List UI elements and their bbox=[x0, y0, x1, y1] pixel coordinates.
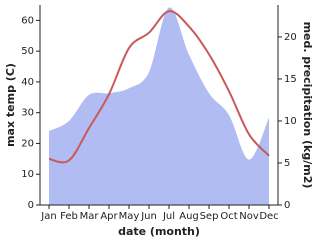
x-tick-label: Jul bbox=[162, 211, 175, 222]
y-tick-label: 10 bbox=[21, 169, 34, 180]
x-tick-label: Apr bbox=[100, 211, 118, 222]
y2-tick-label: 20 bbox=[284, 32, 297, 43]
y2-tick-label: 5 bbox=[284, 158, 290, 169]
y2-tick-label: 0 bbox=[284, 200, 290, 211]
y2-tick-label: 10 bbox=[284, 116, 297, 127]
y-tick-label: 0 bbox=[28, 200, 34, 211]
x-tick-label: Dec bbox=[259, 211, 278, 222]
temp-line bbox=[48, 10, 270, 164]
x-tick-label: Sep bbox=[200, 211, 219, 222]
x-tick-label: Jan bbox=[40, 211, 56, 222]
y2-axis-title: med. precipitation (kg/m2) bbox=[301, 22, 314, 189]
y2-tick-label: 15 bbox=[284, 74, 297, 85]
y-tick-label: 50 bbox=[21, 46, 34, 57]
y-axis-title: max temp (C) bbox=[4, 63, 17, 147]
x-tick-label: Aug bbox=[179, 211, 199, 222]
x-axis-title: date (month) bbox=[118, 225, 200, 238]
x-tick-label: Jun bbox=[140, 211, 157, 222]
x-tick-label: Oct bbox=[220, 211, 237, 222]
y-tick-label: 40 bbox=[21, 77, 34, 88]
y-tick-label: 30 bbox=[21, 108, 34, 119]
x-tick-label: May bbox=[119, 211, 140, 222]
x-tick-label: Mar bbox=[80, 211, 100, 222]
x-tick-label: Feb bbox=[60, 211, 78, 222]
x-tick-label: Nov bbox=[239, 211, 259, 222]
y-tick-label: 60 bbox=[21, 15, 34, 26]
precipitation-area bbox=[49, 7, 269, 206]
y-tick-label: 20 bbox=[21, 138, 34, 149]
